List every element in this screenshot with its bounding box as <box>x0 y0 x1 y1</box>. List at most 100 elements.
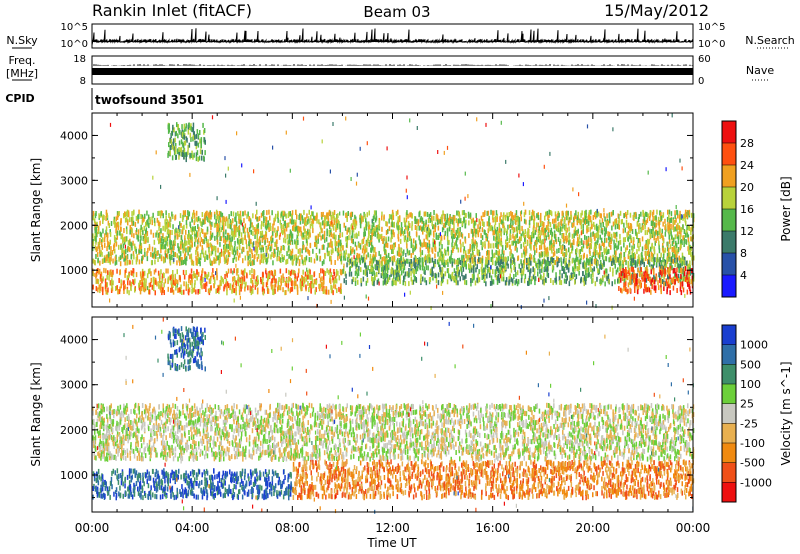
data-cell <box>672 258 674 264</box>
data-cell <box>456 227 459 233</box>
data-cell <box>95 227 97 233</box>
data-cell <box>185 281 188 287</box>
data-cell <box>516 232 518 238</box>
data-cell <box>384 263 387 269</box>
data-cell <box>614 233 616 239</box>
data-cell <box>310 214 312 220</box>
data-cell <box>190 253 193 259</box>
data-cell <box>348 235 350 241</box>
data-cell <box>605 268 607 274</box>
data-cell <box>671 246 673 252</box>
data-cell <box>234 227 236 233</box>
data-cell <box>540 240 542 246</box>
data-cell <box>258 237 261 243</box>
data-cell <box>110 246 112 252</box>
data-cell <box>638 223 641 228</box>
data-cell <box>371 277 374 282</box>
data-cell <box>123 253 126 259</box>
data-cell <box>678 214 681 220</box>
data-cell <box>329 221 332 227</box>
data-cell <box>203 232 206 238</box>
data-cell <box>309 269 311 275</box>
data-cell <box>385 221 387 227</box>
data-cell <box>532 257 535 263</box>
data-cell <box>247 255 249 261</box>
data-cell <box>214 214 216 220</box>
data-cell <box>549 260 551 266</box>
data-cell <box>662 243 664 248</box>
data-cell <box>497 244 499 250</box>
data-cell <box>163 290 165 295</box>
data-cell <box>98 284 100 290</box>
data-cell <box>410 253 413 259</box>
data-cell <box>307 248 309 254</box>
data-cell <box>344 253 346 259</box>
data-cell <box>356 273 359 279</box>
data-cell <box>546 210 549 216</box>
data-cell <box>647 227 650 233</box>
data-cell <box>201 284 203 290</box>
data-cell <box>626 223 628 228</box>
data-cell <box>681 261 684 267</box>
data-cell <box>251 242 254 248</box>
data-cell <box>328 289 330 295</box>
data-cell <box>668 256 670 262</box>
data-cell <box>398 251 401 257</box>
data-cell <box>508 212 510 217</box>
data-cell <box>599 219 601 225</box>
data-cell <box>566 264 568 270</box>
data-cell <box>98 268 101 274</box>
data-cell <box>116 221 119 227</box>
data-cell <box>654 231 656 237</box>
data-cell <box>224 217 226 223</box>
data-cell <box>566 235 568 241</box>
data-cell <box>145 234 147 240</box>
data-cell <box>551 267 554 273</box>
data-cell <box>525 250 527 256</box>
data-cell <box>136 234 138 240</box>
data-cell <box>450 250 453 256</box>
data-cell <box>605 256 608 262</box>
data-cell <box>508 238 511 243</box>
data-cell <box>164 224 167 230</box>
data-cell <box>530 260 532 266</box>
data-cell <box>225 278 228 284</box>
data-cell <box>101 237 104 243</box>
data-cell <box>629 234 631 240</box>
data-cell <box>148 245 151 251</box>
data-cell <box>296 225 298 231</box>
freq-jitter <box>91 64 693 66</box>
noise-trace <box>91 28 693 46</box>
data-cell <box>176 269 178 275</box>
data-cell <box>504 280 507 286</box>
data-cell <box>140 249 143 254</box>
data-cell <box>425 228 428 234</box>
data-cell <box>468 233 470 239</box>
data-cell <box>379 254 382 260</box>
data-cell <box>567 263 569 269</box>
data-cell <box>224 235 227 241</box>
data-cell <box>408 281 410 287</box>
data-cell <box>115 222 118 228</box>
data-cell <box>514 217 517 223</box>
data-cell <box>129 280 131 286</box>
data-cell <box>644 224 646 230</box>
data-cell <box>618 278 621 284</box>
data-cell <box>540 261 542 267</box>
data-cell <box>658 244 660 250</box>
data-cell <box>311 211 313 217</box>
data-cell <box>433 232 435 238</box>
data-cell <box>398 243 400 249</box>
data-cell <box>455 240 457 246</box>
data-cell <box>226 259 228 265</box>
data-cell <box>231 236 234 242</box>
data-cell <box>559 226 562 232</box>
data-cell <box>239 219 241 225</box>
data-cell <box>510 223 512 228</box>
data-cell <box>545 211 547 217</box>
data-cell <box>193 270 195 276</box>
data-cell <box>600 228 603 234</box>
data-cell <box>391 234 393 240</box>
data-cell <box>171 275 174 280</box>
data-cell <box>354 281 357 286</box>
